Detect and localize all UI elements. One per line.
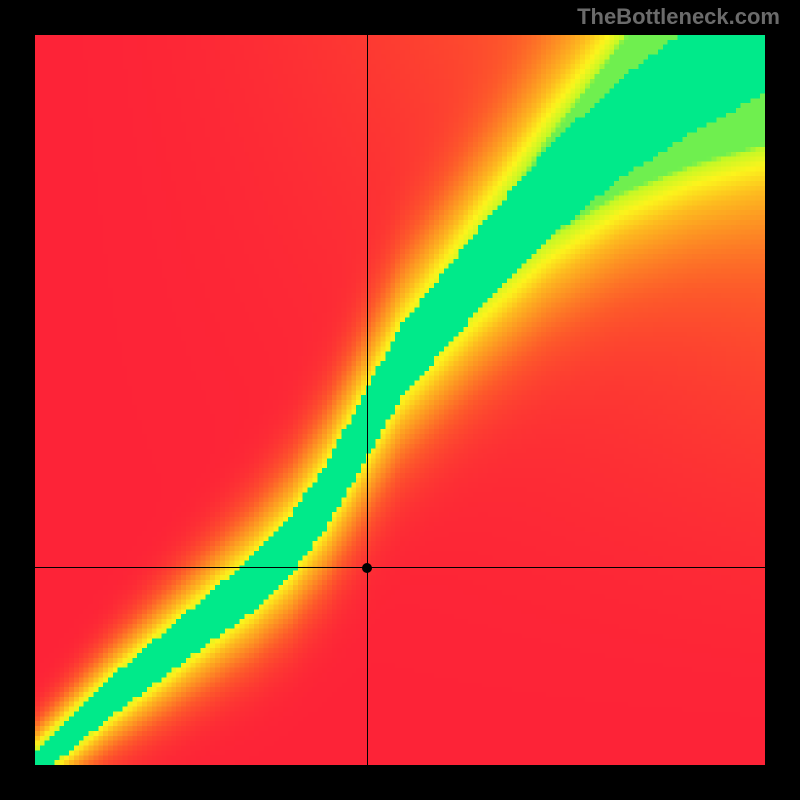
plot-area	[35, 35, 765, 765]
crosshair-vertical	[367, 35, 368, 765]
crosshair-marker	[362, 563, 372, 573]
crosshair-horizontal	[35, 567, 765, 568]
watermark-text: TheBottleneck.com	[577, 4, 780, 30]
heatmap-canvas	[35, 35, 765, 765]
